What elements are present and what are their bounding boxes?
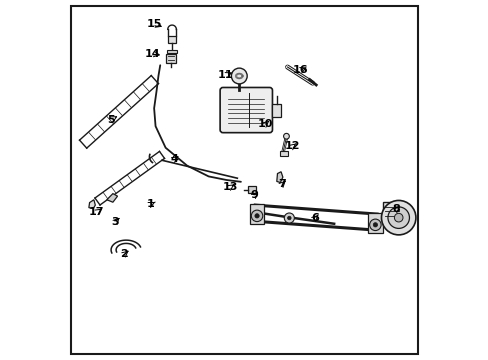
Text: 15: 15: [146, 19, 162, 29]
Bar: [168, 36, 175, 43]
Bar: [382, 202, 400, 222]
Text: 4: 4: [170, 154, 178, 164]
Circle shape: [284, 213, 294, 223]
FancyBboxPatch shape: [220, 87, 272, 133]
Bar: [249, 204, 264, 224]
Text: 16: 16: [292, 65, 307, 75]
Circle shape: [287, 216, 290, 220]
Circle shape: [369, 219, 380, 230]
Bar: [247, 186, 255, 193]
Polygon shape: [276, 172, 282, 183]
Text: 3: 3: [111, 217, 119, 227]
Bar: [280, 150, 287, 156]
Text: 2: 2: [120, 249, 128, 259]
Bar: [367, 213, 382, 233]
Text: 11: 11: [218, 70, 233, 80]
Bar: [272, 104, 281, 117]
Bar: [166, 54, 175, 63]
Circle shape: [283, 134, 289, 139]
Circle shape: [254, 214, 259, 218]
Circle shape: [387, 207, 408, 228]
Text: 1: 1: [146, 199, 154, 210]
Circle shape: [394, 213, 402, 222]
Circle shape: [381, 201, 415, 235]
Text: 10: 10: [257, 120, 272, 129]
Text: 17: 17: [89, 207, 104, 217]
Polygon shape: [106, 194, 117, 202]
Text: 12: 12: [284, 141, 300, 151]
Text: 5: 5: [107, 115, 115, 125]
Text: 14: 14: [144, 49, 160, 59]
Circle shape: [372, 223, 377, 227]
Circle shape: [251, 210, 262, 222]
Text: 13: 13: [222, 182, 237, 192]
Text: 8: 8: [392, 204, 400, 215]
Circle shape: [231, 68, 247, 84]
Polygon shape: [89, 200, 95, 209]
Text: 6: 6: [310, 213, 318, 223]
Text: 7: 7: [278, 179, 285, 189]
Text: 9: 9: [250, 190, 258, 201]
Bar: [167, 50, 176, 53]
